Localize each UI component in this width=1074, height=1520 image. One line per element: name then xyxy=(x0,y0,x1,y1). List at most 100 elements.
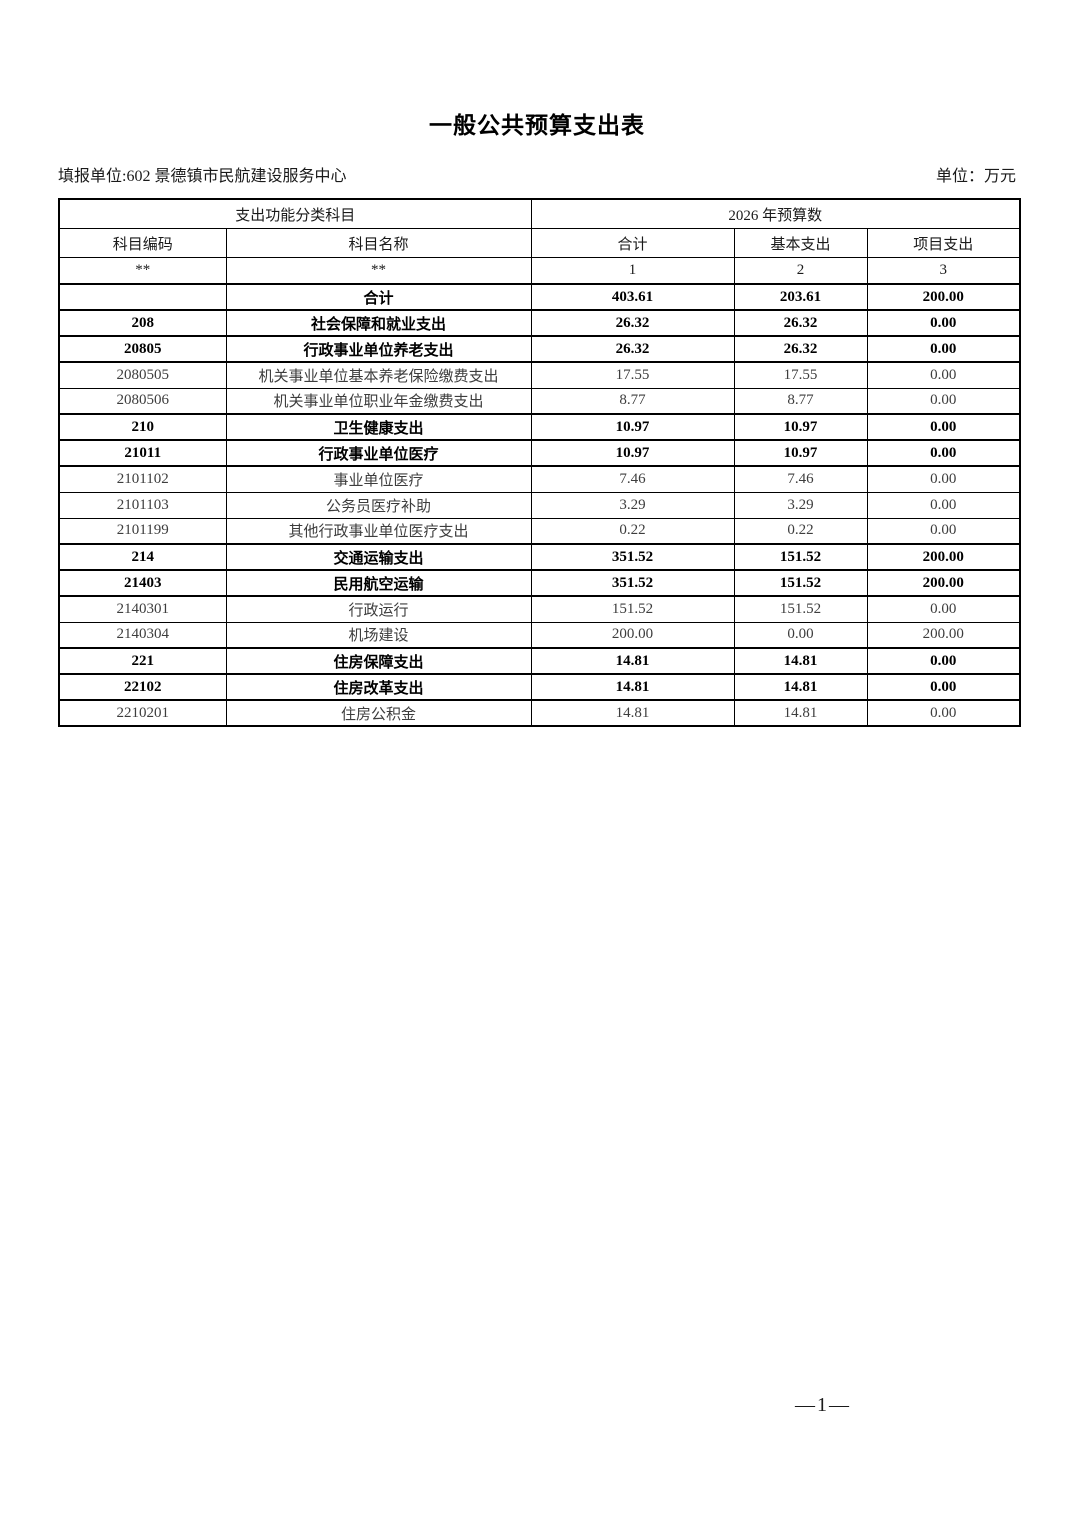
total-value-cell: 351.52 xyxy=(530,569,735,597)
column-header-subject-code: 科目编码 xyxy=(58,228,227,258)
currency-unit-label: 单位：万元 xyxy=(935,168,1016,185)
basic-expenditure-cell: 0.00 xyxy=(733,621,868,649)
table-header: 支出功能分类科目 2026 年预算数 科目编码 科目名称 合计 基本支出 项目支… xyxy=(58,198,1021,285)
subject-name-cell: 行政事业单位养老支出 xyxy=(225,335,532,363)
project-expenditure-cell: 0.00 xyxy=(866,309,1021,337)
column-header-project-expenditure: 项目支出 xyxy=(866,228,1021,258)
total-value-cell: 17.55 xyxy=(530,361,735,389)
subject-name-cell: 合计 xyxy=(225,283,532,311)
subject-code-cell: 2210201 xyxy=(58,699,227,727)
project-expenditure-cell: 200.00 xyxy=(866,621,1021,649)
table-row: 20805 行政事业单位养老支出 26.32 26.32 0.00 xyxy=(58,335,1021,363)
subject-name-cell: 行政运行 xyxy=(225,595,532,623)
subject-code-cell: 2080506 xyxy=(58,387,227,415)
subject-name-cell: 社会保障和就业支出 xyxy=(225,309,532,337)
table-row: 221 住房保障支出 14.81 14.81 0.00 xyxy=(58,647,1021,675)
project-expenditure-cell: 0.00 xyxy=(866,491,1021,519)
subject-name-cell: 民用航空运输 xyxy=(225,569,532,597)
table-body: 合计 403.61 203.61 200.00 208 社会保障和就业支出 26… xyxy=(58,283,1021,727)
total-value-cell: 351.52 xyxy=(530,543,735,571)
project-expenditure-cell: 0.00 xyxy=(866,361,1021,389)
project-expenditure-cell: 0.00 xyxy=(866,413,1021,441)
index-cell: ** xyxy=(58,257,227,285)
subject-code-cell: 2101199 xyxy=(58,517,227,545)
project-expenditure-cell: 0.00 xyxy=(866,439,1021,467)
project-expenditure-cell: 200.00 xyxy=(866,569,1021,597)
subject-code-cell: 2080505 xyxy=(58,361,227,389)
table-row: 214 交通运输支出 351.52 151.52 200.00 xyxy=(58,543,1021,571)
table-row: 2080505 机关事业单位基本养老保险缴费支出 17.55 17.55 0.0… xyxy=(58,361,1021,389)
basic-expenditure-cell: 14.81 xyxy=(733,699,868,727)
project-expenditure-cell: 0.00 xyxy=(866,699,1021,727)
subject-name-cell: 机场建设 xyxy=(225,621,532,649)
project-expenditure-cell: 200.00 xyxy=(866,543,1021,571)
index-cell: 3 xyxy=(866,257,1021,285)
column-header-subject-name: 科目名称 xyxy=(225,228,532,258)
subject-code-cell: 221 xyxy=(58,647,227,675)
total-value-cell: 3.29 xyxy=(530,491,735,519)
project-expenditure-cell: 0.00 xyxy=(866,673,1021,701)
basic-expenditure-cell: 17.55 xyxy=(733,361,868,389)
table-row: 合计 403.61 203.61 200.00 xyxy=(58,283,1021,311)
subject-code-cell xyxy=(58,283,227,311)
total-value-cell: 10.97 xyxy=(530,413,735,441)
table-row: 2140301 行政运行 151.52 151.52 0.00 xyxy=(58,595,1021,623)
subject-code-cell: 2101102 xyxy=(58,465,227,493)
column-header-basic-expenditure: 基本支出 xyxy=(733,228,868,258)
basic-expenditure-cell: 151.52 xyxy=(733,569,868,597)
table-row: 2101103 公务员医疗补助 3.29 3.29 0.00 xyxy=(58,491,1021,519)
basic-expenditure-cell: 10.97 xyxy=(733,439,868,467)
total-value-cell: 14.81 xyxy=(530,647,735,675)
basic-expenditure-cell: 8.77 xyxy=(733,387,868,415)
project-expenditure-cell: 200.00 xyxy=(866,283,1021,311)
subject-code-cell: 21403 xyxy=(58,569,227,597)
header-columns-row: 科目编码 科目名称 合计 基本支出 项目支出 xyxy=(58,228,1021,258)
basic-expenditure-cell: 26.32 xyxy=(733,309,868,337)
page-title: 一般公共预算支出表 xyxy=(429,113,645,138)
table-row: 21403 民用航空运输 351.52 151.52 200.00 xyxy=(58,569,1021,597)
subject-name-cell: 住房改革支出 xyxy=(225,673,532,701)
subject-code-cell: 2140301 xyxy=(58,595,227,623)
basic-expenditure-cell: 203.61 xyxy=(733,283,868,311)
index-cell: 1 xyxy=(530,257,735,285)
total-value-cell: 151.52 xyxy=(530,595,735,623)
subject-name-cell: 卫生健康支出 xyxy=(225,413,532,441)
basic-expenditure-cell: 10.97 xyxy=(733,413,868,441)
project-expenditure-cell: 0.00 xyxy=(866,335,1021,363)
table-row: 2101199 其他行政事业单位医疗支出 0.22 0.22 0.00 xyxy=(58,517,1021,545)
table-row: 22102 住房改革支出 14.81 14.81 0.00 xyxy=(58,673,1021,701)
header-group-row: 支出功能分类科目 2026 年预算数 xyxy=(58,198,1021,229)
basic-expenditure-cell: 14.81 xyxy=(733,647,868,675)
subject-code-cell: 20805 xyxy=(58,335,227,363)
info-line: 填报单位:602 景德镇市民航建设服务中心 单位：万元 xyxy=(58,162,1016,186)
total-value-cell: 8.77 xyxy=(530,387,735,415)
index-cell: ** xyxy=(225,257,532,285)
report-unit-label: 填报单位:602 景德镇市民航建设服务中心 xyxy=(58,168,347,185)
basic-expenditure-cell: 151.52 xyxy=(733,543,868,571)
basic-expenditure-cell: 26.32 xyxy=(733,335,868,363)
subject-code-cell: 2101103 xyxy=(58,491,227,519)
header-group-budget-year: 2026 年预算数 xyxy=(530,198,1021,229)
table-row: 2101102 事业单位医疗 7.46 7.46 0.00 xyxy=(58,465,1021,493)
project-expenditure-cell: 0.00 xyxy=(866,465,1021,493)
subject-code-cell: 210 xyxy=(58,413,227,441)
header-index-row: ** ** 1 2 3 xyxy=(58,257,1021,285)
subject-name-cell: 公务员医疗补助 xyxy=(225,491,532,519)
total-value-cell: 200.00 xyxy=(530,621,735,649)
table-row: 208 社会保障和就业支出 26.32 26.32 0.00 xyxy=(58,309,1021,337)
basic-expenditure-cell: 7.46 xyxy=(733,465,868,493)
subject-name-cell: 机关事业单位基本养老保险缴费支出 xyxy=(225,361,532,389)
header-group-function-classification: 支出功能分类科目 xyxy=(58,198,532,229)
subject-code-cell: 208 xyxy=(58,309,227,337)
table-row: 2210201 住房公积金 14.81 14.81 0.00 xyxy=(58,699,1021,727)
basic-expenditure-cell: 3.29 xyxy=(733,491,868,519)
table-row: 2140304 机场建设 200.00 0.00 200.00 xyxy=(58,621,1021,649)
subject-code-cell: 214 xyxy=(58,543,227,571)
index-cell: 2 xyxy=(733,257,868,285)
subject-name-cell: 住房公积金 xyxy=(225,699,532,727)
column-header-total: 合计 xyxy=(530,228,735,258)
subject-name-cell: 其他行政事业单位医疗支出 xyxy=(225,517,532,545)
table-row: 2080506 机关事业单位职业年金缴费支出 8.77 8.77 0.00 xyxy=(58,387,1021,415)
table-row: 210 卫生健康支出 10.97 10.97 0.00 xyxy=(58,413,1021,441)
